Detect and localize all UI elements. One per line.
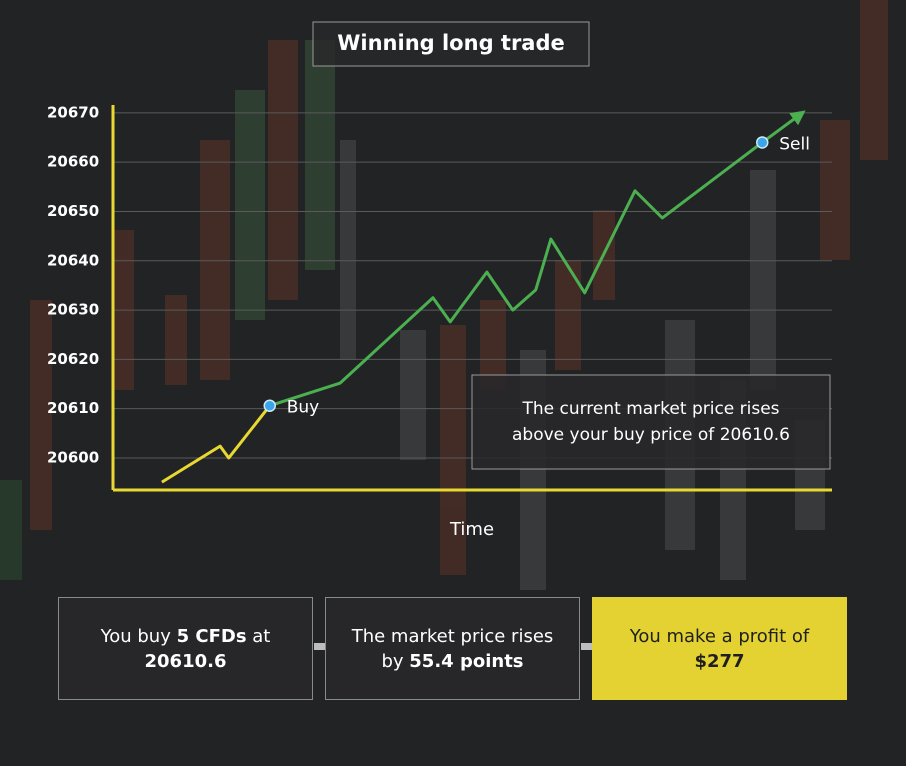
y-tick-label: 20610	[47, 399, 99, 417]
plot-area: 20600 20610 20620 20630 20640 20650 20660 20670…	[47, 103, 832, 492]
chart-title: Winning long trade	[337, 31, 565, 55]
step-line: The market price rises	[352, 624, 554, 649]
annotation-label: Buy	[287, 398, 320, 418]
step-box: The market price rises by 55.4 points	[325, 597, 580, 700]
callout-text: The current market price rises	[521, 399, 779, 419]
annotation-point	[756, 136, 769, 149]
line-series	[161, 404, 271, 484]
line-series	[269, 110, 806, 408]
y-tick-label: 20630	[47, 301, 99, 319]
y-tick-label: 20650	[47, 202, 99, 220]
step-text: $277	[694, 650, 745, 672]
y-tick-label: 20640	[47, 251, 99, 269]
step-line: by 55.4 points	[381, 649, 523, 674]
background-candles	[0, 0, 888, 590]
step-text: 55.4 points	[409, 650, 524, 672]
step-text: 20610.6	[144, 650, 227, 672]
y-tick-label: 20660	[47, 153, 99, 171]
y-tick-label: 20620	[47, 350, 99, 368]
step-line: 20610.6	[145, 649, 227, 674]
callout-box	[471, 374, 831, 470]
x-axis-label: Time	[449, 519, 494, 540]
y-tick-label: 20600	[47, 448, 99, 466]
step-text: The market price rises	[351, 625, 554, 647]
step-text: by	[381, 650, 410, 672]
step-text: 5 CFDs	[176, 625, 247, 647]
step-line: You buy 5 CFDs at	[101, 624, 271, 649]
step-line: $277	[694, 649, 744, 674]
connector	[314, 643, 325, 650]
step-box: You make a profit of $277	[592, 597, 847, 700]
step-text: You buy	[100, 625, 177, 647]
annotation-point	[263, 399, 276, 412]
connector	[581, 643, 592, 650]
callout-text: above your buy price of 20610.6	[512, 425, 790, 445]
annotation-label: Sell	[779, 134, 810, 154]
y-tick-label: 20670	[47, 103, 99, 121]
step-text: You make a profit of	[629, 625, 810, 647]
step-text: at	[246, 625, 271, 647]
title-box	[312, 21, 590, 67]
step-line: You make a profit of	[630, 624, 810, 649]
step-box: You buy 5 CFDs at 20610.6	[58, 597, 313, 700]
